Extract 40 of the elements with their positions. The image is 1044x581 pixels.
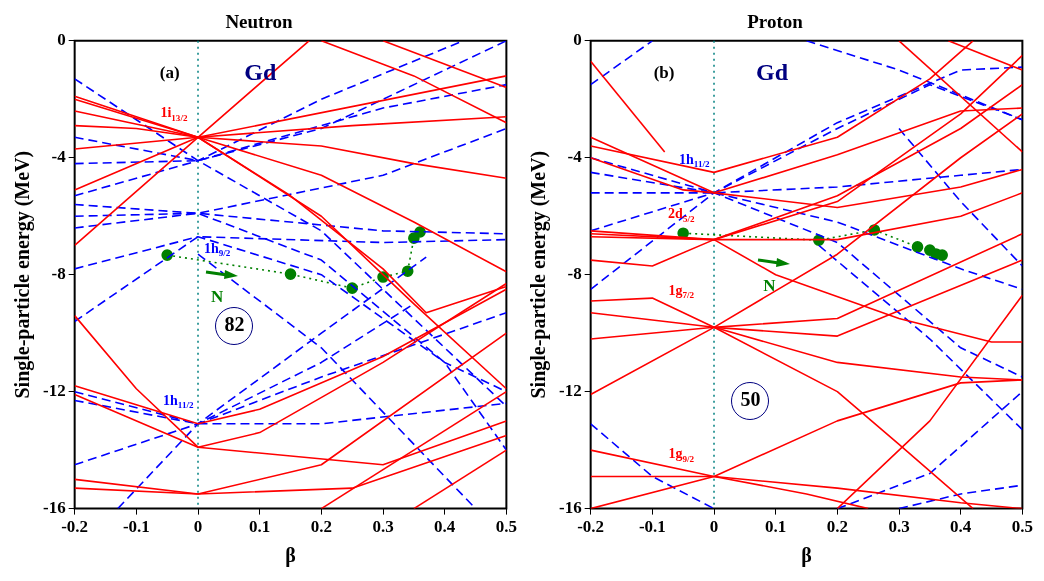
y-tick-label: -4 — [567, 147, 583, 167]
x-tick-label: 0 — [193, 517, 203, 537]
x-tick-label: 0.2 — [310, 517, 332, 537]
x-tick-label: -0.2 — [61, 517, 89, 537]
y-tick-label: 0 — [57, 30, 66, 50]
x-tick-label: 0.5 — [1011, 517, 1033, 537]
x-axis-title: β — [801, 544, 812, 568]
annotation: 82 — [224, 313, 245, 336]
x-tick-label: 0.3 — [372, 517, 394, 537]
x-tick-label: 0.2 — [826, 517, 848, 537]
x-tick-label: -0.2 — [577, 517, 605, 537]
x-tick-label: 0.1 — [249, 517, 271, 537]
x-tick-label: 0.5 — [495, 517, 517, 537]
annotation: (b) — [653, 62, 675, 82]
y-axis-title: Single-particle energy (MeV) — [527, 150, 551, 399]
x-tick-label: 0.1 — [765, 517, 787, 537]
y-tick-label: -8 — [567, 264, 582, 284]
x-axis-title: β — [285, 544, 296, 568]
x-tick-label: -0.1 — [122, 517, 150, 537]
chart-title: Proton — [747, 11, 804, 33]
y-tick-label: -4 — [51, 147, 67, 167]
y-tick-label: -12 — [42, 381, 66, 401]
annotation: Gd — [244, 58, 277, 85]
y-tick-label: -12 — [558, 381, 582, 401]
y-tick-label: -16 — [42, 497, 66, 517]
annotation: N — [210, 287, 224, 307]
x-tick-label: 0 — [709, 517, 719, 537]
y-tick-label: -16 — [558, 497, 582, 517]
annotation: (a) — [159, 62, 180, 82]
y-axis-title: Single-particle energy (MeV) — [11, 150, 35, 399]
annotation: 50 — [740, 388, 761, 411]
chart-title: Neutron — [225, 11, 294, 33]
x-tick-label: 0.4 — [950, 517, 972, 537]
annotation: N — [763, 275, 777, 295]
x-tick-label: -0.1 — [638, 517, 666, 537]
x-tick-label: 0.4 — [434, 517, 456, 537]
x-tick-label: 0.3 — [888, 517, 910, 537]
y-tick-label: -8 — [51, 264, 66, 284]
annotation: Gd — [755, 58, 789, 85]
y-tick-label: 0 — [573, 30, 582, 50]
